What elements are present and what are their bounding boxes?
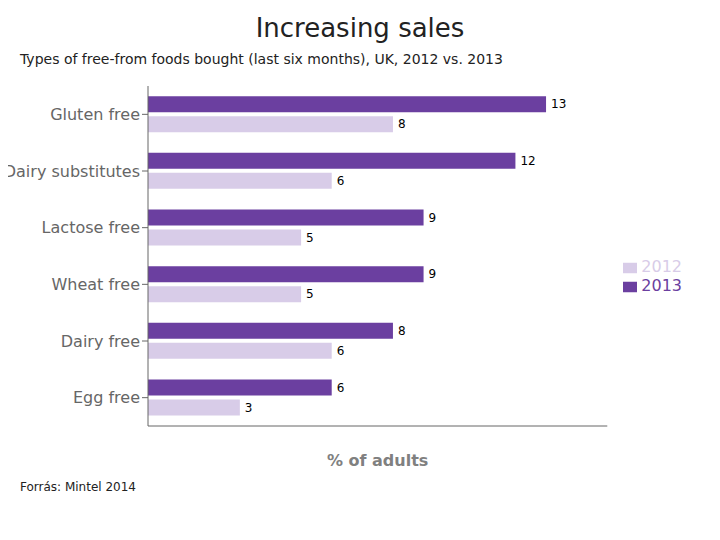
svg-text:9: 9: [429, 267, 437, 281]
svg-text:Wheat free: Wheat free: [51, 275, 140, 294]
svg-text:6: 6: [337, 174, 345, 188]
svg-text:5: 5: [306, 287, 314, 301]
html-text:Increasing sales: Increasing sales: [255, 13, 465, 43]
svg-text:6: 6: [337, 381, 345, 395]
svg-text:3: 3: [245, 401, 253, 415]
html-text:2013: 2013: [641, 276, 682, 295]
svg-text:5: 5: [306, 231, 314, 245]
html-text:Types of free-from foods bough: Types of free-from foods bought (last si…: [20, 51, 503, 67]
svg-text:12: 12: [520, 154, 535, 168]
svg-text:8: 8: [398, 324, 406, 338]
svg-text:13: 13: [551, 97, 566, 111]
svg-text:Dairy substitutes: Dairy substitutes: [8, 162, 140, 181]
html-text:2012: 2012: [641, 257, 682, 276]
svg-text:6: 6: [337, 344, 345, 358]
svg-text:8: 8: [398, 117, 406, 131]
html-text:Forrás: Mintel 2014: Forrás: Mintel 2014: [20, 480, 136, 494]
svg-text:Lactose free: Lactose free: [42, 218, 140, 237]
svg-text:Dairy free: Dairy free: [61, 332, 140, 351]
svg-text:Gluten free: Gluten free: [50, 105, 140, 124]
svg-text:Egg free: Egg free: [73, 388, 140, 407]
svg-text:% of adults: % of adults: [327, 451, 428, 470]
svg-text:9: 9: [429, 211, 437, 225]
